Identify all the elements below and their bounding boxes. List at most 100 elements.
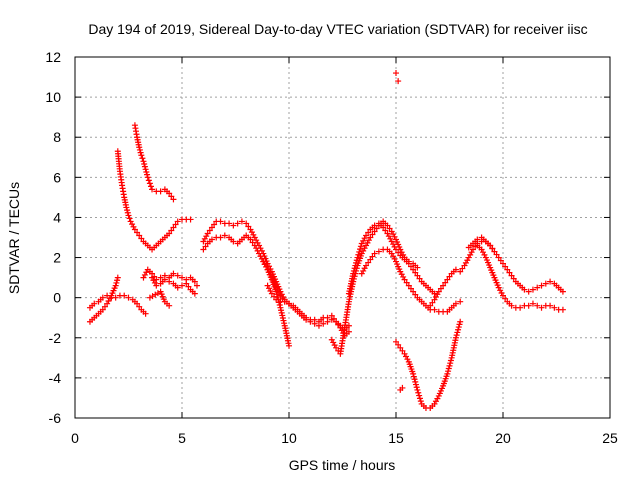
data-point	[474, 236, 481, 243]
data-point	[357, 243, 364, 250]
data-point	[375, 248, 382, 255]
data-point	[144, 171, 151, 178]
data-point	[455, 324, 462, 331]
data-point	[140, 158, 147, 165]
series-track-f	[149, 274, 198, 297]
data-point	[446, 362, 453, 369]
data-point	[333, 344, 340, 351]
data-point	[534, 284, 541, 291]
y-axis-label: SDTVAR / TECUs	[6, 182, 22, 294]
data-point	[442, 279, 449, 286]
data-point	[435, 288, 442, 295]
data-point	[447, 357, 454, 364]
data-point	[373, 225, 380, 232]
data-point	[395, 78, 402, 85]
series-track-a	[86, 292, 149, 317]
data-point	[168, 227, 175, 234]
data-point	[363, 232, 370, 239]
data-point	[367, 256, 374, 263]
data-point	[131, 226, 138, 233]
data-point	[204, 230, 211, 237]
data-point	[146, 180, 153, 187]
data-point	[249, 239, 256, 246]
data-point	[357, 246, 364, 253]
data-point	[495, 254, 502, 261]
data-point	[431, 306, 438, 313]
data-point	[393, 246, 399, 253]
data-point	[371, 250, 378, 257]
data-point	[166, 230, 173, 237]
data-point	[500, 260, 506, 267]
data-point	[410, 370, 417, 377]
data-point	[538, 282, 545, 289]
data-point	[276, 302, 283, 309]
series-track-d	[131, 122, 177, 203]
data-point	[508, 272, 515, 279]
series-track-o	[393, 318, 464, 411]
data-point	[170, 196, 177, 203]
data-point	[405, 260, 412, 267]
data-point	[551, 304, 558, 311]
data-point	[371, 228, 378, 235]
data-point	[179, 282, 185, 289]
data-point	[452, 266, 459, 273]
data-point	[431, 290, 438, 297]
data-point	[412, 291, 419, 298]
data-point	[136, 146, 143, 153]
x-axis-label: GPS time / hours	[289, 457, 396, 473]
data-point	[415, 389, 422, 396]
data-point	[217, 218, 224, 225]
data-point	[174, 272, 181, 279]
data-point	[136, 303, 143, 310]
data-point	[452, 300, 459, 307]
series-track-l	[328, 218, 421, 357]
data-point	[525, 302, 532, 309]
data-point	[407, 263, 414, 270]
series-track-e	[140, 266, 200, 289]
data-point	[538, 304, 545, 311]
data-point	[411, 376, 418, 383]
data-point	[324, 318, 331, 325]
data-point	[217, 234, 224, 241]
data-point	[172, 221, 179, 228]
data-point	[315, 322, 322, 329]
data-point	[493, 251, 500, 258]
data-point	[395, 249, 402, 256]
data-point	[247, 236, 254, 243]
data-point	[369, 253, 376, 260]
data-point	[521, 286, 528, 293]
data-point	[113, 279, 120, 286]
data-point	[286, 342, 292, 349]
data-point	[497, 257, 504, 264]
data-point	[137, 149, 144, 156]
data-point	[410, 373, 417, 380]
data-point	[352, 262, 359, 269]
data-point	[559, 306, 566, 313]
data-point	[414, 264, 421, 271]
data-point	[153, 276, 160, 283]
data-point	[547, 302, 554, 309]
data-point	[208, 224, 215, 231]
data-point	[369, 231, 376, 238]
data-point	[386, 225, 393, 232]
series-track-q	[465, 234, 566, 295]
series-track-c	[114, 148, 194, 253]
data-point	[138, 235, 145, 242]
data-point	[134, 229, 141, 236]
plot-frame	[74, 56, 611, 419]
data-point	[126, 215, 133, 222]
x-tick-label: 10	[281, 430, 297, 446]
data-point	[174, 284, 181, 291]
data-point	[351, 265, 358, 272]
data-point	[489, 245, 496, 252]
x-tick-label: 15	[388, 430, 404, 446]
data-point	[517, 304, 524, 311]
data-point	[371, 222, 378, 229]
data-point	[112, 294, 119, 301]
y-tick-label: 8	[53, 129, 61, 145]
data-point	[510, 275, 517, 282]
data-point	[504, 266, 511, 273]
data-point	[457, 298, 464, 305]
data-point	[444, 276, 451, 283]
data-point	[350, 270, 357, 277]
